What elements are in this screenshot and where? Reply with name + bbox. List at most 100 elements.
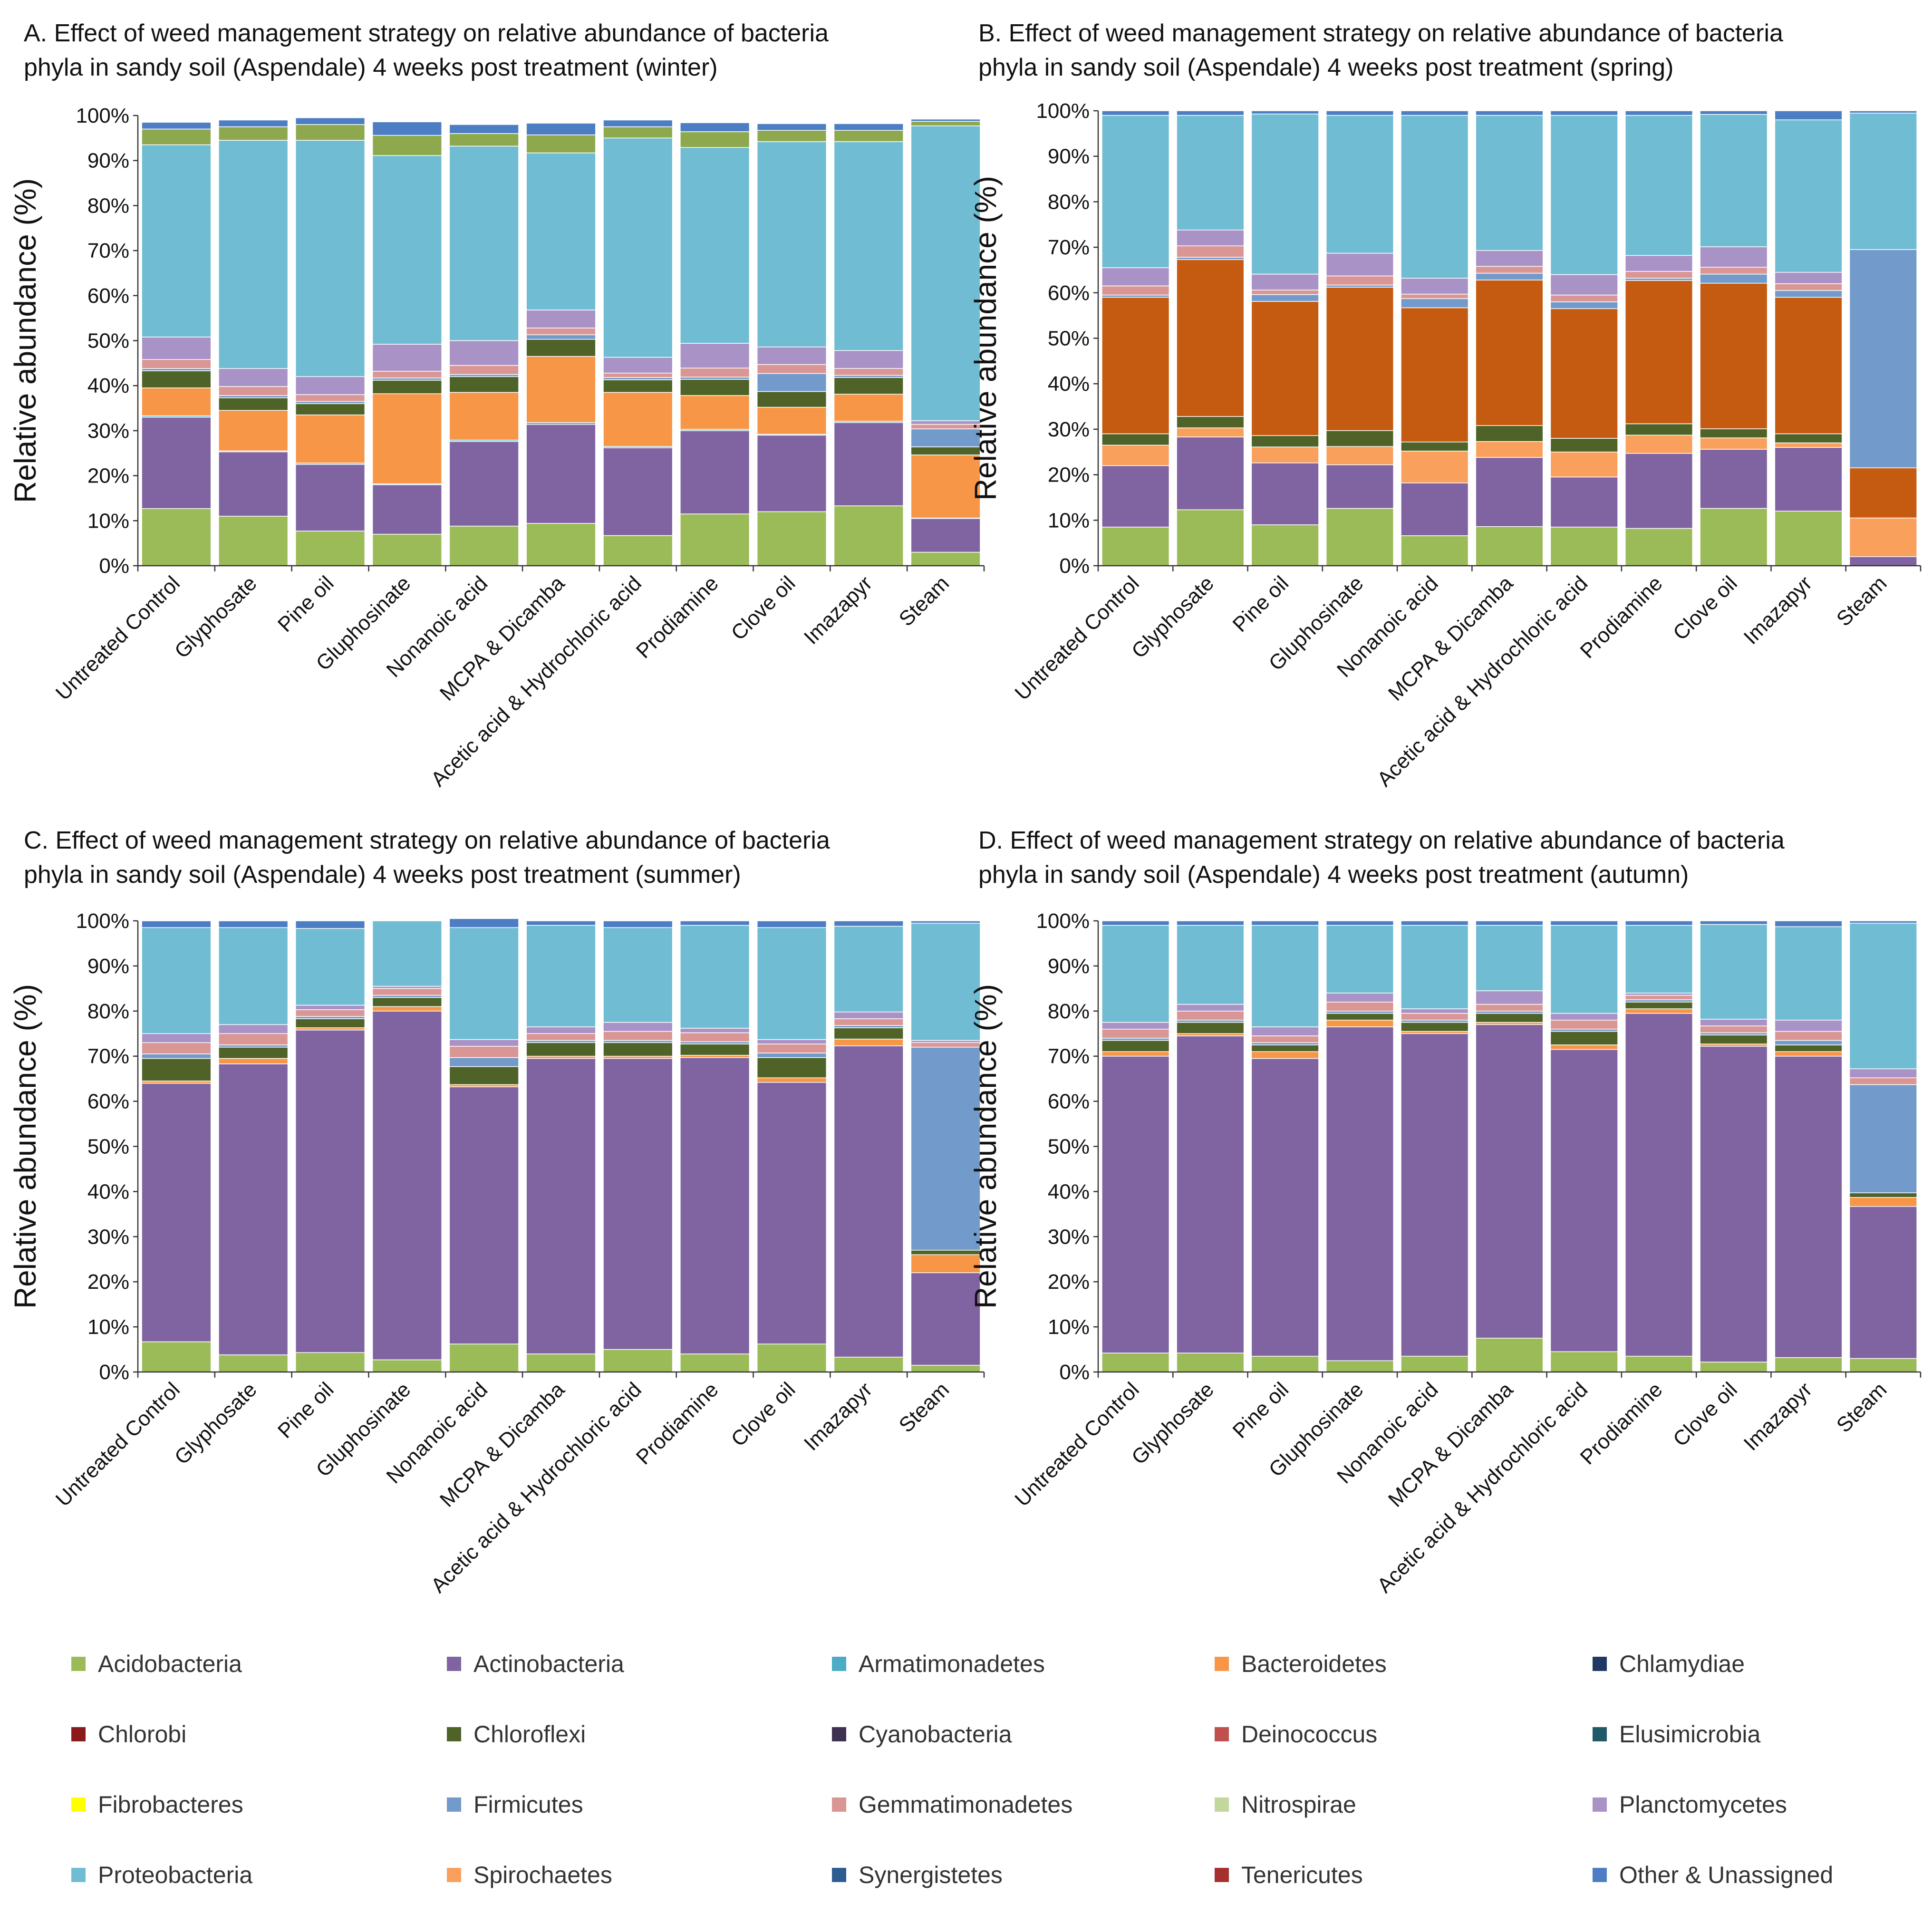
- bar-segment: [1550, 1020, 1618, 1030]
- bar-stack: [1101, 110, 1170, 566]
- bar-stack: [833, 920, 904, 1372]
- legend-label: Actinobacteria: [473, 1651, 624, 1677]
- bar-segment: [603, 392, 673, 447]
- bar-segment: [1401, 278, 1469, 295]
- legend-swatch: [1593, 1797, 1607, 1812]
- bar-segment: [833, 123, 904, 131]
- bar-segment: [1475, 110, 1544, 116]
- bar-stack: [372, 121, 442, 566]
- bar-segment: [1550, 308, 1618, 439]
- bar-segment: [1101, 1029, 1170, 1039]
- bar-segment: [449, 133, 519, 147]
- legend-label: Other & Unassigned: [1619, 1862, 1834, 1888]
- bar-stack: [1625, 110, 1693, 566]
- legend-swatch: [447, 1868, 461, 1882]
- bar-segment: [910, 126, 981, 421]
- y-tick-label: 70%: [87, 1045, 129, 1068]
- bar-stack: [449, 918, 519, 1372]
- bar-segment: [1475, 425, 1544, 442]
- bar-stack: [218, 920, 289, 1372]
- bar-stack: [295, 920, 366, 1372]
- bar-segment: [833, 141, 904, 351]
- bar-segment: [141, 1082, 212, 1343]
- bar-segment: [1401, 115, 1469, 279]
- bar-segment: [1774, 119, 1843, 273]
- bar-segment: [1401, 920, 1469, 926]
- bar-segment: [372, 121, 442, 136]
- bar-segment: [218, 126, 289, 141]
- y-tick-label: 30%: [1048, 418, 1090, 441]
- bar-stack: [526, 920, 596, 1372]
- y-tick-label: 90%: [87, 149, 129, 173]
- y-tick-label: 40%: [1048, 372, 1090, 396]
- bar-segment: [1625, 528, 1693, 566]
- bar-stack: [1325, 110, 1394, 566]
- bar-segment: [756, 141, 827, 348]
- bar-stack: [1251, 920, 1319, 1372]
- y-tick-label: 60%: [87, 284, 129, 308]
- bar-segment: [1251, 273, 1319, 290]
- bar-segment: [680, 920, 750, 926]
- y-tick-label: 80%: [87, 194, 129, 217]
- y-tick-label: 40%: [87, 1180, 129, 1203]
- bar-segment: [1475, 526, 1544, 566]
- bar-segment: [1251, 1035, 1319, 1043]
- bar-segment: [1700, 1034, 1768, 1044]
- bar-segment: [1325, 508, 1394, 566]
- bar-segment: [680, 122, 750, 132]
- bar-segment: [756, 347, 827, 365]
- bar-segment: [833, 1045, 904, 1358]
- y-tick-label: 50%: [87, 1135, 129, 1159]
- panel-c-title: C. Effect of weed management strategy on…: [24, 823, 830, 892]
- bar-segment: [295, 1029, 366, 1353]
- legend-item: Spirochaetes: [447, 1861, 612, 1889]
- bar-segment: [1475, 1013, 1544, 1023]
- legend-item: Deinococcus: [1215, 1720, 1377, 1748]
- legend-label: Synergistetes: [859, 1862, 1003, 1888]
- legend-swatch: [71, 1797, 86, 1812]
- bar-segment: [680, 131, 750, 148]
- bar-segment: [449, 376, 519, 393]
- legend-item: Elusimicrobia: [1593, 1720, 1760, 1748]
- bar-segment: [141, 927, 212, 1034]
- bar-segment: [1774, 297, 1843, 435]
- bar-segment: [1550, 1049, 1618, 1352]
- bar-stack: [1849, 110, 1917, 566]
- bar-segment: [756, 511, 827, 566]
- legend-swatch: [1593, 1727, 1607, 1741]
- y-tick-label: 100%: [76, 909, 129, 933]
- bar-segment: [218, 1354, 289, 1372]
- legend: Acidobacteria Actinobacteria Armatimonadet…: [71, 1650, 1916, 1916]
- y-tick-label: 20%: [1048, 1270, 1090, 1294]
- bar-stack: [910, 118, 981, 566]
- legend-swatch: [1215, 1657, 1229, 1671]
- bar-segment: [603, 1349, 673, 1372]
- bar-segment: [141, 370, 212, 388]
- legend-item: Cyanobacteria: [832, 1720, 1012, 1748]
- bar-segment: [1849, 467, 1917, 519]
- bar-segment: [1625, 1002, 1693, 1009]
- legend-swatch: [447, 1797, 461, 1812]
- bar-segment: [1849, 920, 1917, 924]
- y-tick-label: 40%: [1048, 1180, 1090, 1203]
- legend-item: Tenericutes: [1215, 1861, 1363, 1889]
- legend-swatch: [832, 1797, 846, 1812]
- legend-label: Nitrospirae: [1241, 1791, 1356, 1818]
- bar-segment: [1101, 920, 1170, 926]
- bar-stack: [1475, 920, 1544, 1372]
- bar-segment: [1700, 924, 1768, 1020]
- bar-segment: [526, 920, 596, 926]
- bar-segment: [1251, 462, 1319, 525]
- y-tick-label: 80%: [87, 1000, 129, 1023]
- legend-item: Nitrospirae: [1215, 1790, 1356, 1819]
- panel-d-title-line2: phyla in sandy soil (Aspendale) 4 weeks …: [978, 861, 1689, 889]
- bar-segment: [449, 1086, 519, 1344]
- legend-label: Spirochaetes: [473, 1862, 612, 1888]
- bar-segment: [603, 137, 673, 358]
- bar-segment: [1700, 1019, 1768, 1026]
- bar-segment: [526, 134, 596, 154]
- bar-stack: [295, 117, 366, 566]
